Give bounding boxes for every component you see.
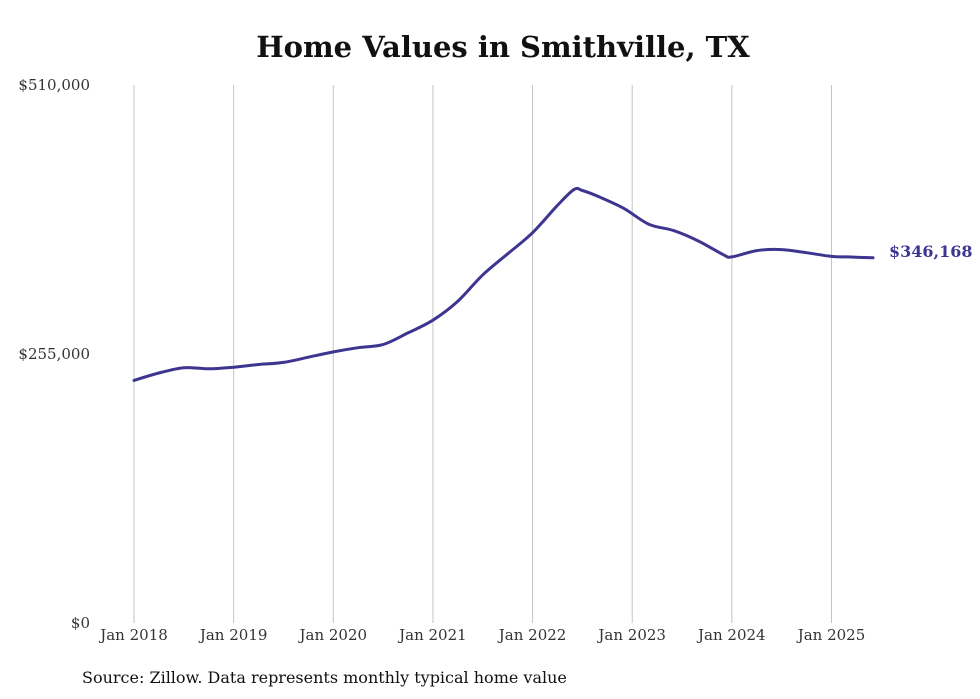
y-axis-ticks: $0 $255,000 $510,000: [18, 76, 90, 632]
x-tick-label: Jan 2025: [796, 626, 866, 644]
source-note: Source: Zillow. Data represents monthly …: [82, 668, 567, 687]
vertical-gridlines: [133, 85, 832, 623]
x-tick-label: Jan 2020: [297, 626, 367, 644]
y-tick-label: $0: [71, 614, 90, 632]
x-tick-label: Jan 2021: [397, 626, 467, 644]
chart-title: Home Values in Smithville, TX: [256, 30, 750, 64]
end-value-label: $346,168: [889, 242, 973, 261]
x-tick-label: Jan 2022: [497, 626, 567, 644]
x-tick-label: Jan 2024: [696, 626, 766, 644]
y-tick-label: $255,000: [18, 345, 90, 363]
x-axis-ticks: Jan 2018 Jan 2019 Jan 2020 Jan 2021 Jan 2022…: [98, 626, 865, 644]
y-tick-label: $510,000: [18, 76, 90, 94]
x-tick-label: Jan 2018: [98, 626, 168, 644]
x-tick-label: Jan 2019: [198, 626, 268, 644]
home-value-line: [132, 186, 875, 382]
x-tick-label: Jan 2023: [596, 626, 666, 644]
